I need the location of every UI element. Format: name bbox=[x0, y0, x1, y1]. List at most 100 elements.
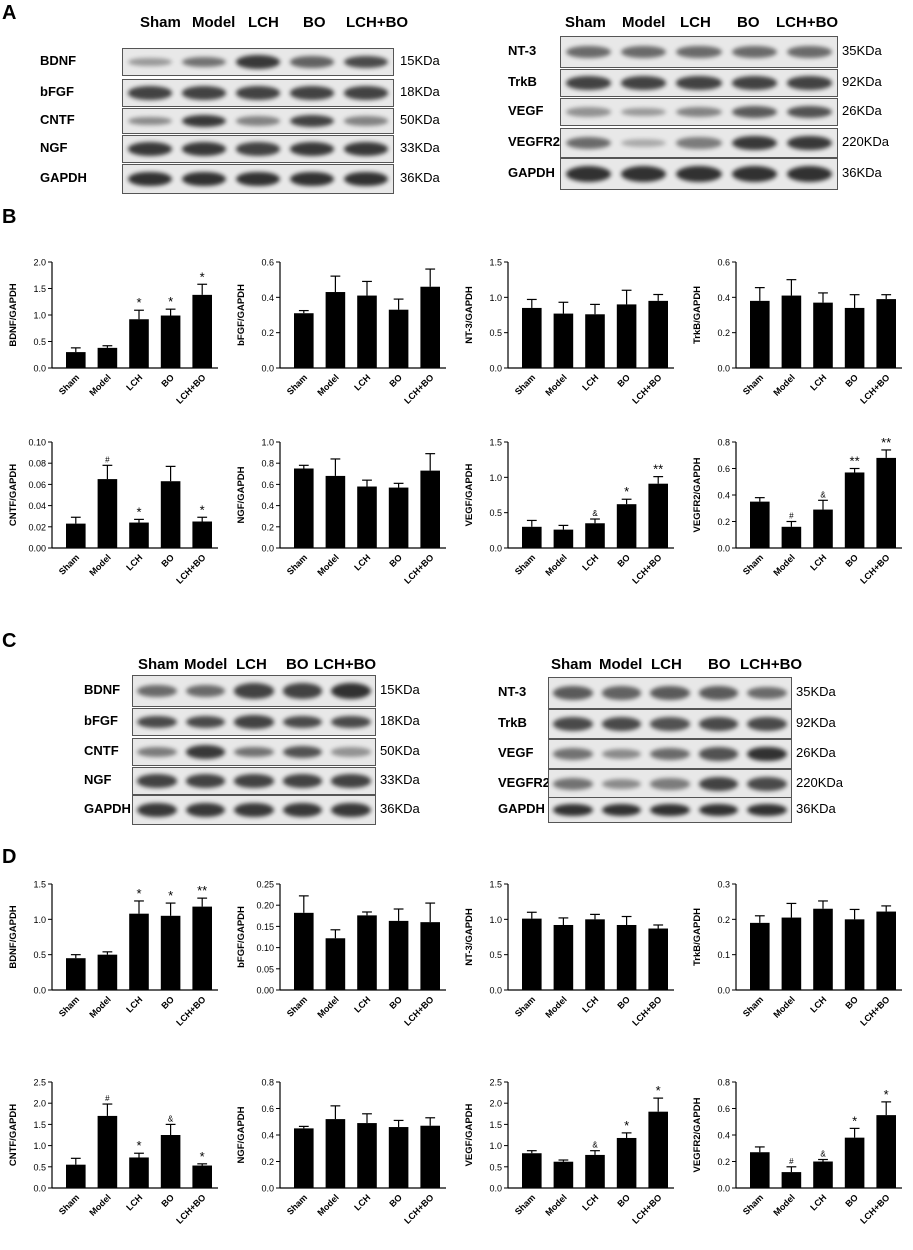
blot-strip bbox=[548, 739, 792, 769]
bar bbox=[129, 319, 149, 368]
bar bbox=[553, 529, 574, 548]
bar bbox=[160, 1135, 181, 1188]
bar bbox=[294, 313, 314, 368]
significance-mark: * bbox=[884, 1087, 889, 1102]
bar bbox=[325, 292, 346, 368]
bar bbox=[522, 1153, 542, 1188]
bar bbox=[616, 1137, 637, 1188]
y-tick-label: 0.5 bbox=[489, 508, 502, 518]
y-tick-label: 0.5 bbox=[33, 337, 46, 347]
x-tick-label: LCH+BO bbox=[174, 1192, 207, 1225]
x-tick-label: Sham bbox=[57, 372, 81, 396]
blot-band bbox=[786, 105, 833, 119]
bar bbox=[522, 307, 542, 368]
significance-mark: ** bbox=[197, 883, 207, 898]
blot-band bbox=[731, 76, 777, 90]
y-tick-label: 0.10 bbox=[28, 438, 46, 448]
significance-mark: * bbox=[136, 295, 141, 310]
blot-band bbox=[289, 86, 335, 100]
y-axis-label: BDNF/GAPDH bbox=[8, 905, 19, 968]
bar-chart: 0.0 0.5 1.0 1.5 BDNF/GAPDH Sham Model * LCH * BO **… bbox=[8, 880, 218, 1028]
lane-header: LCH bbox=[236, 656, 267, 673]
x-tick-label: Sham bbox=[57, 552, 81, 576]
blot-row-label: NGF bbox=[40, 140, 68, 155]
x-tick-label: LCH+BO bbox=[858, 372, 891, 405]
y-tick-label: 0.0 bbox=[717, 986, 730, 996]
bar-chart: 0.0 0.5 1.0 1.5 NT-3/GAPDH Sham Model LCH BOLCH+… bbox=[464, 258, 674, 406]
y-tick-label: 0.4 bbox=[261, 1131, 274, 1141]
blot-band bbox=[650, 717, 690, 731]
blot-band bbox=[731, 135, 777, 151]
blot-band bbox=[650, 686, 690, 700]
y-axis-label: CNTF/GAPDH bbox=[8, 464, 19, 526]
blot-band bbox=[343, 171, 389, 187]
x-tick-label: Model bbox=[315, 994, 340, 1019]
bar bbox=[420, 1125, 440, 1188]
blot-band bbox=[698, 747, 739, 761]
bar bbox=[97, 954, 118, 990]
molecular-weight-label: 36KDa bbox=[400, 170, 440, 185]
y-tick-label: 2.0 bbox=[33, 258, 46, 268]
y-axis-label: TrkB/GAPDH bbox=[692, 286, 703, 344]
lane-header: BO bbox=[737, 14, 760, 31]
x-tick-label: LCH+BO bbox=[858, 552, 891, 585]
bar bbox=[648, 1111, 668, 1188]
x-tick-label: Sham bbox=[513, 1192, 537, 1216]
x-tick-label: LCH+BO bbox=[402, 994, 435, 1027]
lane-header: Sham bbox=[565, 14, 606, 31]
blot-band bbox=[282, 802, 323, 818]
x-tick-label: BO bbox=[843, 1192, 860, 1209]
blot-band bbox=[137, 802, 178, 818]
molecular-weight-label: 220KDa bbox=[796, 775, 843, 790]
y-tick-label: 0.0 bbox=[489, 1184, 502, 1194]
y-tick-label: 0.4 bbox=[261, 501, 274, 511]
x-tick-label: Model bbox=[543, 1192, 568, 1217]
blot-band bbox=[343, 55, 389, 69]
x-tick-label: LCH+BO bbox=[858, 994, 891, 1027]
x-tick-label: Sham bbox=[285, 372, 309, 396]
blot-band bbox=[282, 715, 323, 729]
x-tick-label: LCH bbox=[352, 372, 372, 392]
molecular-weight-label: 26KDa bbox=[796, 745, 836, 760]
molecular-weight-label: 92KDa bbox=[842, 74, 882, 89]
significance-mark: # bbox=[105, 455, 110, 464]
bar bbox=[585, 523, 605, 548]
bar bbox=[388, 487, 409, 548]
blot-band bbox=[601, 803, 642, 817]
y-tick-label: 0.2 bbox=[717, 517, 730, 527]
lane-header: Sham bbox=[551, 656, 592, 673]
significance-mark: * bbox=[200, 1149, 205, 1164]
panel-label-d: D bbox=[2, 846, 17, 868]
x-tick-label: Sham bbox=[57, 994, 81, 1018]
x-tick-label: LCH bbox=[124, 994, 144, 1014]
bar bbox=[876, 911, 896, 990]
blot-band bbox=[185, 715, 226, 729]
blot-band bbox=[181, 114, 227, 128]
lane-header: Model bbox=[184, 656, 228, 673]
bar bbox=[357, 1123, 377, 1188]
y-tick-label: 0.04 bbox=[28, 501, 46, 511]
y-tick-label: 0.02 bbox=[28, 522, 46, 532]
y-tick-label: 0.5 bbox=[33, 1162, 46, 1172]
blot-band bbox=[565, 45, 612, 59]
y-tick-label: 0.2 bbox=[261, 328, 274, 338]
y-tick-label: 0.8 bbox=[261, 459, 274, 469]
y-tick-label: 0.4 bbox=[717, 293, 730, 303]
bar bbox=[616, 504, 637, 548]
blot-band bbox=[553, 686, 594, 700]
x-tick-label: Sham bbox=[285, 994, 309, 1018]
blot-band bbox=[746, 746, 787, 762]
x-tick-label: Sham bbox=[741, 552, 765, 576]
y-tick-label: 0.6 bbox=[717, 464, 730, 474]
bar bbox=[160, 481, 181, 548]
y-axis-label: VEGF/GAPDH bbox=[464, 1103, 475, 1166]
x-tick-label: BO bbox=[387, 994, 404, 1011]
significance-mark: * bbox=[656, 1083, 661, 1098]
panel-label-c: C bbox=[2, 630, 17, 652]
x-tick-label: Sham bbox=[57, 1192, 81, 1216]
y-tick-label: 2.0 bbox=[489, 1099, 502, 1109]
y-tick-label: 2.5 bbox=[489, 1078, 502, 1088]
blot-band bbox=[565, 165, 612, 183]
blot-strip bbox=[132, 675, 376, 707]
x-tick-label: LCH bbox=[580, 1192, 600, 1212]
